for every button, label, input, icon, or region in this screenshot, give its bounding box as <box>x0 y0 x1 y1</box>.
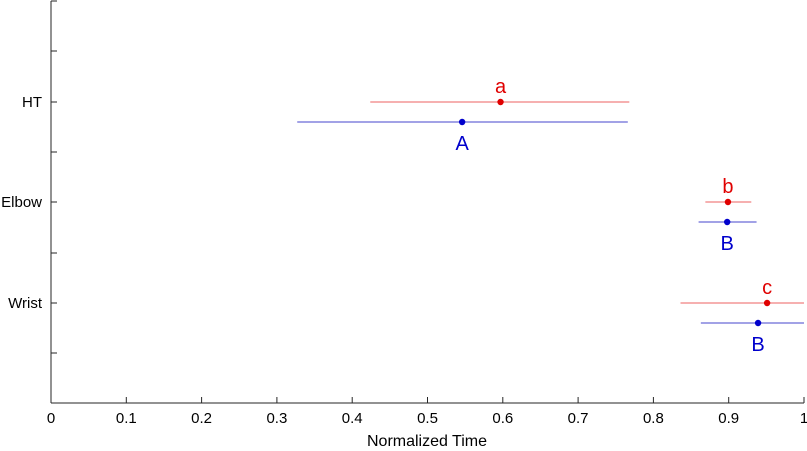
x-tick-label: 0.6 <box>492 410 513 427</box>
y-tick-label: Elbow <box>1 194 42 211</box>
data-point <box>723 218 731 226</box>
data-label: B <box>721 233 734 255</box>
data-point <box>754 319 762 327</box>
x-tick-label: 0.8 <box>643 410 664 427</box>
x-tick-label: 0 <box>47 410 55 427</box>
data-point <box>458 118 466 126</box>
x-tick-label: 1 <box>800 410 807 427</box>
y-tick-label: Wrist <box>8 295 43 312</box>
data-marks: a b c A B B <box>297 76 804 356</box>
axis-ticks: 0 0.1 0.2 0.3 0.4 0.5 0.6 0.7 0.8 0.9 1 HT Elbow Wris… <box>1 0 807 427</box>
x-axis-title: Normalized Time <box>367 433 487 450</box>
x-tick-label: 0.3 <box>266 410 287 427</box>
y-tick-label: HT <box>22 94 42 111</box>
data-point <box>724 198 732 206</box>
x-tick-label: 0.9 <box>718 410 739 427</box>
data-label: a <box>495 76 507 98</box>
data-point <box>763 299 771 307</box>
data-point <box>497 98 504 106</box>
data-label: A <box>455 133 469 155</box>
data-label: B <box>751 334 764 356</box>
plot-axes <box>50 1 804 404</box>
x-tick-label: 0.7 <box>568 410 589 427</box>
x-tick-label: 0.4 <box>342 410 363 427</box>
x-tick-label: 0.5 <box>417 410 438 427</box>
data-label: b <box>722 176 733 198</box>
x-tick-label: 0.2 <box>191 410 212 427</box>
x-tick-label: 0.1 <box>116 410 137 427</box>
data-label: c <box>762 277 772 299</box>
